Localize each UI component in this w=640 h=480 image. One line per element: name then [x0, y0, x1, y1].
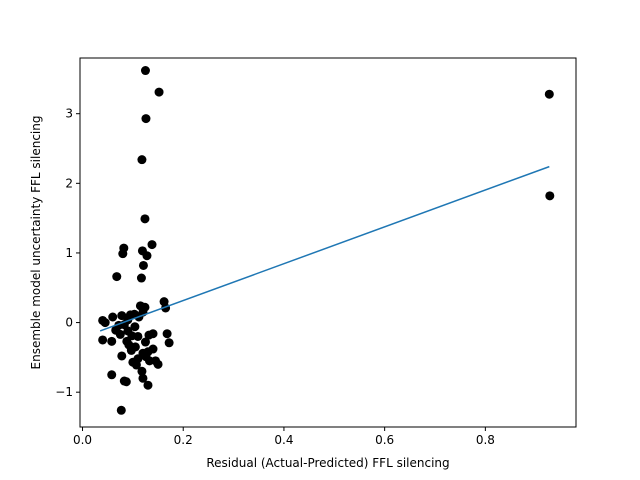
scatter-point-35 [115, 329, 125, 339]
scatter-point-26 [100, 318, 110, 328]
axes-frame [79, 57, 577, 428]
y-tick-label: 3 [65, 107, 73, 121]
scatter-point-39 [107, 336, 117, 346]
scatter-point-42 [164, 338, 174, 348]
scatter-point-57 [137, 366, 147, 376]
y-tick-label: 2 [65, 176, 73, 190]
scatter-point-63 [116, 405, 126, 415]
scatter-point-5 [140, 214, 150, 224]
scatter-point-6 [147, 240, 157, 250]
scatter-point-58 [107, 370, 117, 380]
scatter-point-53 [144, 356, 154, 366]
scatter-point-64 [544, 89, 554, 99]
x-tick-label: 0.8 [476, 433, 495, 447]
x-tick-label: 0.4 [274, 433, 293, 447]
y-axis-label: Ensemble model uncertainty FFL silencing [29, 116, 43, 370]
scatter-point-29 [130, 322, 140, 332]
x-axis-label: Residual (Actual-Predicted) FFL silencin… [206, 456, 449, 470]
scatter-point-46 [126, 345, 136, 355]
scatter-point-34 [162, 329, 172, 339]
scatter-point-56 [131, 360, 141, 370]
scatter-point-62 [143, 380, 153, 390]
scatter-point-11 [138, 260, 148, 270]
scatter-point-4 [137, 155, 147, 165]
y-tick-label: 1 [65, 246, 73, 260]
scatter-point-10 [142, 251, 152, 261]
scatter-point-55 [153, 359, 163, 369]
scatter-point-22 [108, 312, 118, 322]
x-tick-label: 0.0 [73, 433, 92, 447]
scatter-point-13 [136, 273, 146, 283]
x-axis-ticks: 0.0 0.2 0.4 0.6 0.8 [73, 427, 495, 447]
scatter-point-49 [117, 351, 127, 361]
x-tick-label: 0.6 [375, 433, 394, 447]
x-tick-label: 0.2 [174, 433, 193, 447]
scatter-point-3 [141, 114, 151, 124]
scatter-point-12 [112, 272, 122, 282]
plot-area [98, 66, 555, 415]
scatter-point-33 [144, 330, 154, 340]
scatter-point-9 [118, 249, 128, 259]
scatter-point-65 [545, 191, 555, 201]
scatter-point-59 [138, 373, 148, 383]
scatter-point-37 [133, 331, 143, 341]
trend-line [99, 165, 550, 332]
scatter-point-61 [121, 377, 131, 387]
scatter-point-38 [98, 335, 108, 345]
scatter-point-41 [140, 337, 150, 347]
scatter-point-2 [154, 87, 164, 97]
y-tick-label: 0 [65, 316, 73, 330]
scatter-point-1 [140, 66, 150, 76]
y-axis-ticks: −1 0 1 2 3 [55, 107, 80, 399]
y-tick-label: −1 [55, 385, 73, 399]
